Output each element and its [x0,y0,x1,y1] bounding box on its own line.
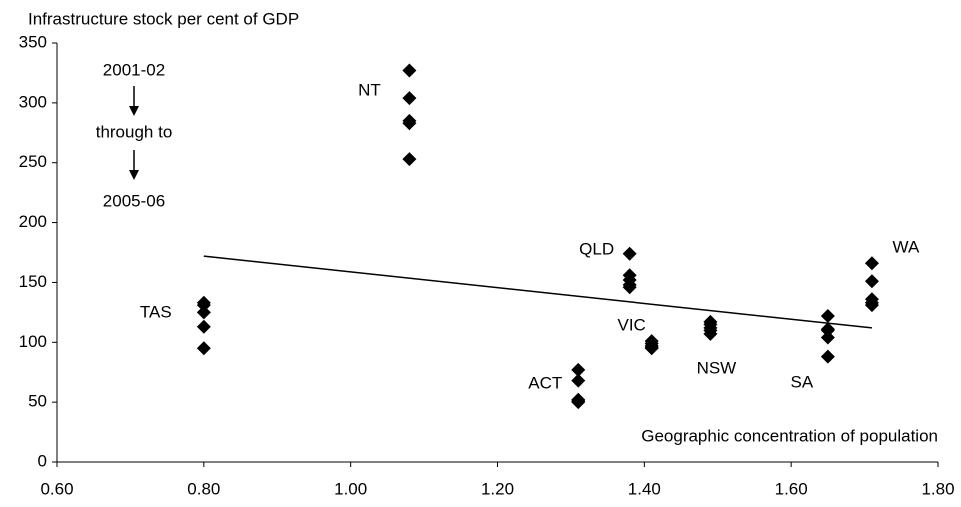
x-tick-label: 0.60 [40,479,73,498]
y-tick-label: 100 [19,332,47,351]
x-tick-label: 1.20 [481,479,514,498]
point [864,256,879,271]
annotation: 2005-06 [103,191,165,210]
series-label: NSW [697,358,737,377]
point [571,395,586,410]
series-label: NT [358,80,381,99]
point [402,63,417,78]
point [820,308,835,323]
y-tick-label: 150 [19,272,47,291]
y-tick-label: 300 [19,92,47,111]
point [402,116,417,131]
trend-line [203,255,873,329]
x-tick-label: 1.00 [334,479,367,498]
point [402,152,417,167]
point [196,298,211,313]
point [864,298,879,313]
point [644,341,659,356]
series-label: QLD [579,239,614,258]
point [864,274,879,289]
point [196,305,211,320]
x-tick-label: 1.80 [921,479,954,498]
y-axis-title: Infrastructure stock per cent of GDP [28,9,299,28]
series-label: TAS [140,302,172,321]
point [703,326,718,341]
x-tick-label: 1.40 [628,479,661,498]
point [820,349,835,364]
arrows [129,86,139,180]
x-tick-label: 1.60 [775,479,808,498]
point [622,280,637,295]
y-tick-label: 0 [38,451,47,470]
y-tick-label: 250 [19,152,47,171]
point [571,373,586,388]
point [622,246,637,261]
point [402,91,417,106]
y-tick-label: 200 [19,212,47,231]
y-tick-label: 350 [19,32,47,51]
annotation: 2001-02 [103,60,165,79]
point [820,330,835,345]
x-axis-title: Geographic concentration of population [641,426,938,445]
x-tick-label: 0.80 [187,479,220,498]
y-tick-label: 50 [28,392,47,411]
annotation: through to [96,122,173,141]
point [196,319,211,334]
series-label: SA [791,372,814,391]
series-label: WA [893,237,920,256]
series-label: VIC [618,315,646,334]
point [196,341,211,356]
point [820,323,835,338]
series-label: ACT [528,373,562,392]
point [571,362,586,377]
